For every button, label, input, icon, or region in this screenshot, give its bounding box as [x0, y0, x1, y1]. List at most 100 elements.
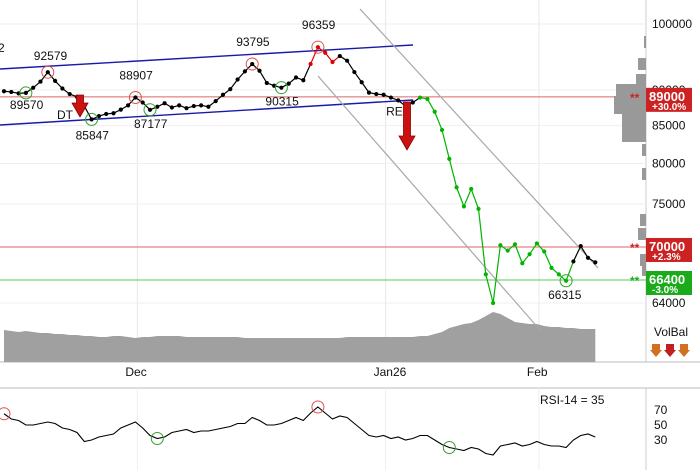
price-point	[250, 61, 255, 67]
price-point	[447, 156, 452, 161]
volbal-arrow-icon	[650, 344, 662, 357]
price-point	[425, 96, 430, 102]
price-line-segment	[580, 245, 589, 259]
price-point	[53, 78, 58, 84]
rsi-peak-marker-icon	[311, 400, 325, 414]
price-line-segment	[448, 158, 458, 188]
volume-area	[4, 312, 596, 362]
price-point	[366, 90, 372, 95]
price-badge-change: -3.0%	[652, 285, 678, 296]
price-badge: 66400-3.0% **	[630, 270, 692, 296]
price-line-segment	[434, 111, 443, 131]
price-histogram-bar	[642, 264, 646, 276]
trough-marker-icon	[19, 86, 33, 100]
price-line-segment	[426, 98, 436, 113]
price-point	[454, 185, 459, 190]
annotation-label: 66315	[548, 288, 582, 302]
price-line-segment	[310, 46, 319, 65]
price-point	[337, 53, 342, 59]
price-line-segment	[514, 244, 523, 264]
price-badge-change: +2.3%	[652, 252, 681, 263]
volbal-arrow-icon	[664, 344, 676, 357]
price-point	[191, 103, 196, 109]
price-point	[308, 61, 313, 67]
trough-marker-icon	[559, 274, 573, 288]
price-point	[461, 204, 466, 209]
annotation-label: 85847	[76, 128, 110, 142]
price-point	[279, 85, 284, 90]
trough-marker-icon	[85, 112, 99, 126]
price-point	[483, 272, 488, 277]
price-point	[9, 89, 14, 95]
price-point	[469, 186, 474, 192]
main-panel-bg	[0, 0, 646, 362]
price-point	[556, 272, 561, 277]
price-point	[315, 45, 320, 50]
price-point	[23, 90, 28, 95]
rsi-axis-tick: 50	[654, 418, 668, 432]
price-point	[396, 98, 401, 103]
price-badge-value: 66400	[649, 272, 685, 287]
price-point	[162, 101, 167, 106]
price-histogram-bar	[622, 114, 646, 142]
price-line-segment	[529, 243, 538, 255]
price-point	[323, 50, 328, 55]
rsi-peak-marker-icon	[0, 407, 11, 421]
price-point	[67, 91, 72, 97]
price-badge-value: 89000	[649, 89, 685, 104]
price-line-segment	[565, 261, 574, 281]
price-point	[89, 117, 94, 122]
price-point	[38, 79, 43, 84]
price-point	[549, 265, 554, 270]
price-point	[286, 81, 291, 86]
price-point	[155, 104, 160, 109]
annotation-label: 96359	[302, 18, 336, 32]
price-point	[542, 249, 547, 254]
price-line-segment	[346, 60, 355, 73]
price-point	[45, 70, 50, 75]
price-point	[147, 107, 153, 112]
rsi-line	[3, 406, 596, 456]
rsi-axis-tick: 30	[654, 433, 668, 447]
rsi-axis-tick: 70	[654, 403, 668, 417]
volbal-arrow-icon	[678, 344, 690, 357]
price-point	[206, 104, 211, 109]
price-line-segment	[258, 70, 268, 84]
x-axis-tick: Dec	[125, 365, 146, 379]
price-point	[571, 259, 576, 264]
price-histogram-bar	[636, 74, 646, 86]
price-point	[410, 100, 415, 105]
price-line-segment	[302, 63, 312, 81]
annotation-label: 92579	[34, 49, 68, 63]
x-axis-tick: Feb	[527, 365, 548, 379]
price-badge-marker: **	[630, 274, 640, 288]
price-axis-tick: 64000	[652, 296, 686, 310]
price-point	[345, 58, 350, 63]
price-line-segment	[543, 251, 553, 269]
price-point	[359, 80, 364, 85]
rsi-trough-marker-icon	[150, 432, 164, 445]
peak-marker-icon	[41, 65, 55, 79]
price-point	[593, 260, 598, 265]
price-axis-tick: 85000	[652, 119, 686, 133]
price-histogram-bar	[638, 58, 646, 70]
price-line-segment	[470, 188, 480, 210]
price-point	[31, 85, 36, 90]
trough-marker-icon	[274, 81, 288, 95]
price-badge-value: 70000	[649, 239, 685, 254]
price-line-segment	[492, 245, 501, 304]
price-point	[418, 95, 423, 100]
price-point	[133, 95, 138, 100]
price-point	[169, 105, 174, 110]
price-point	[264, 80, 269, 86]
down-channel-upper-line	[359, 8, 599, 269]
price-point	[505, 248, 510, 253]
price-point	[228, 87, 233, 92]
price-line-segment	[485, 274, 494, 304]
price-point	[352, 69, 357, 75]
volume-label: VolBal	[654, 325, 688, 339]
price-point	[184, 106, 189, 111]
rsi-label: RSI-14 = 35	[540, 393, 605, 407]
price-badge-marker: **	[630, 91, 640, 105]
